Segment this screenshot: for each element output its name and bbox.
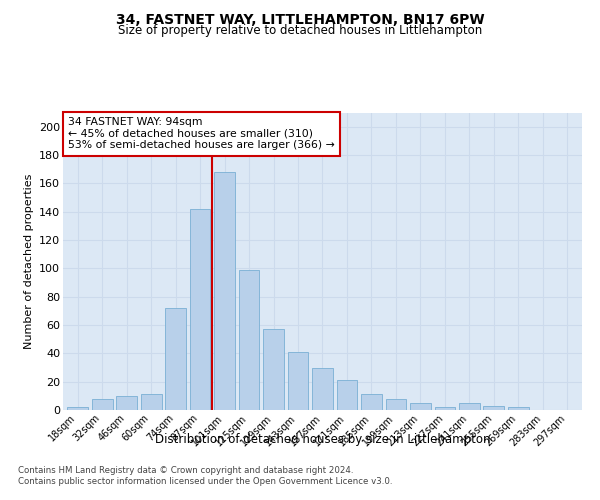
Text: Size of property relative to detached houses in Littlehampton: Size of property relative to detached ho… <box>118 24 482 37</box>
Bar <box>263 329 284 410</box>
Bar <box>508 407 529 410</box>
Text: Contains HM Land Registry data © Crown copyright and database right 2024.: Contains HM Land Registry data © Crown c… <box>18 466 353 475</box>
Bar <box>165 308 186 410</box>
Bar <box>386 398 406 410</box>
Text: 34, FASTNET WAY, LITTLEHAMPTON, BN17 6PW: 34, FASTNET WAY, LITTLEHAMPTON, BN17 6PW <box>116 12 484 26</box>
Bar <box>287 352 308 410</box>
Text: 34 FASTNET WAY: 94sqm
← 45% of detached houses are smaller (310)
53% of semi-det: 34 FASTNET WAY: 94sqm ← 45% of detached … <box>68 117 335 150</box>
Bar <box>459 403 480 410</box>
Bar <box>361 394 382 410</box>
Bar <box>214 172 235 410</box>
Bar <box>190 209 211 410</box>
Text: Distribution of detached houses by size in Littlehampton: Distribution of detached houses by size … <box>155 432 491 446</box>
Text: Contains public sector information licensed under the Open Government Licence v3: Contains public sector information licen… <box>18 477 392 486</box>
Bar <box>116 396 137 410</box>
Bar <box>312 368 333 410</box>
Bar <box>484 406 504 410</box>
Bar <box>410 403 431 410</box>
Bar <box>141 394 161 410</box>
Bar <box>67 407 88 410</box>
Bar <box>434 407 455 410</box>
Bar <box>337 380 358 410</box>
Y-axis label: Number of detached properties: Number of detached properties <box>23 174 34 349</box>
Bar <box>92 398 113 410</box>
Bar <box>239 270 259 410</box>
